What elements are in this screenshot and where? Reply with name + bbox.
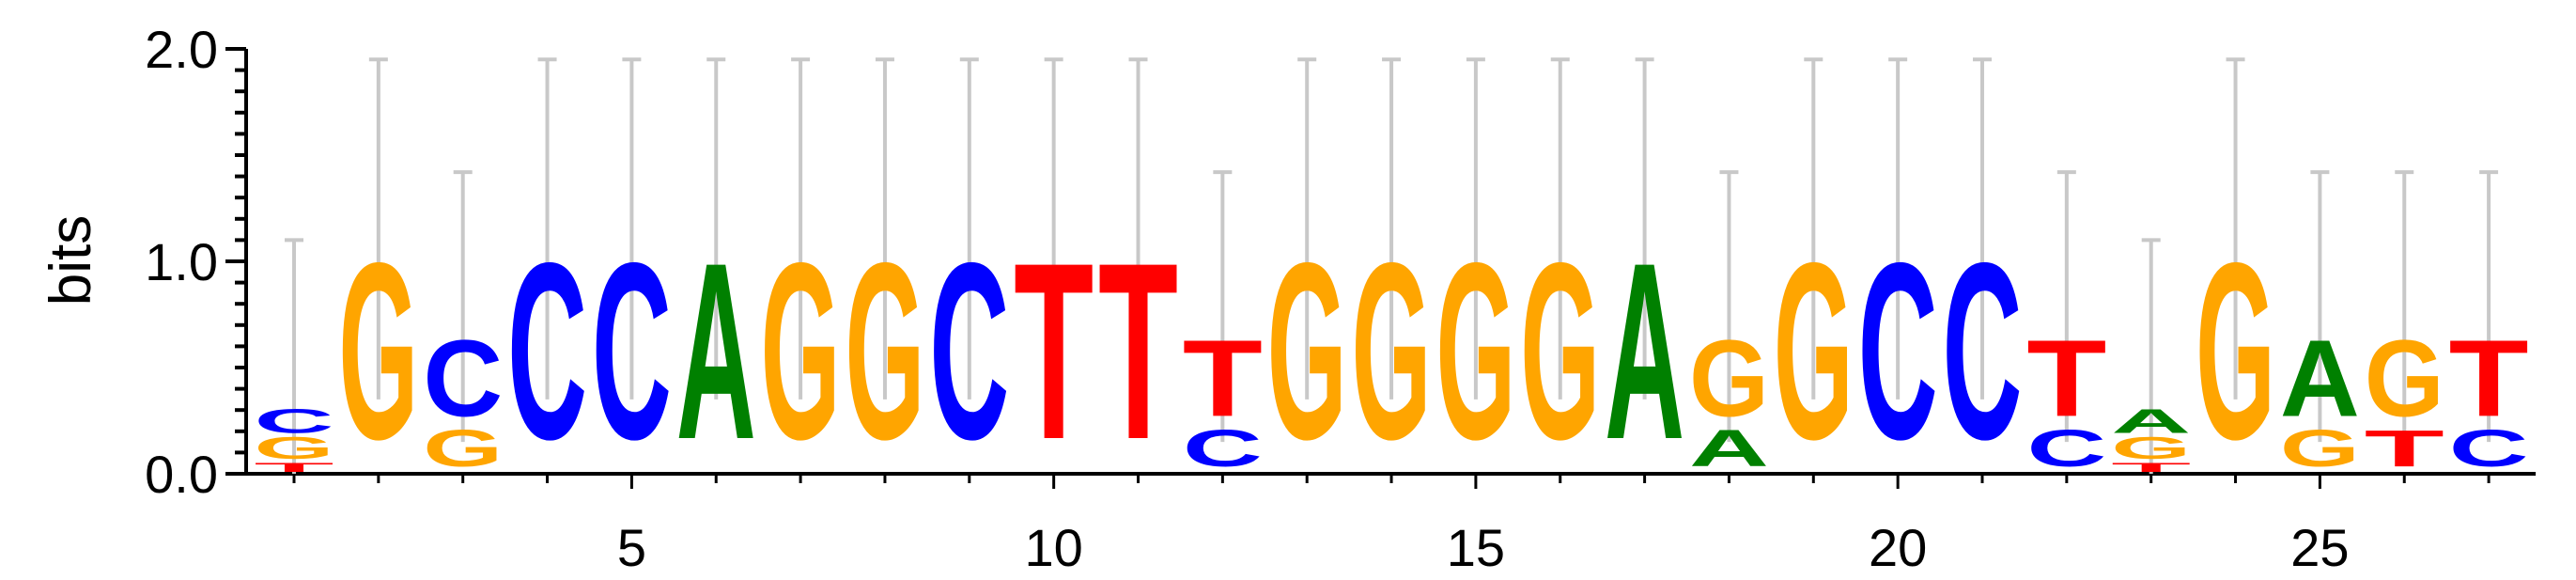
letter-t: T [1183,318,1263,440]
x-tick-label: 15 [1447,518,1505,577]
letter-t: T [2026,318,2106,440]
letter-c: C [929,211,1009,492]
letter-t: T [1098,212,1178,493]
letter-c: C [1858,211,1938,492]
letter-a: A [1605,211,1684,492]
letter-a: A [676,211,756,492]
y-axis: 0.0 1.0 2.0 [145,20,248,504]
letter-g: G [1689,317,1769,439]
letter-c: C [592,211,672,492]
letter-g: G [2365,317,2444,439]
error-bars [285,57,2499,474]
letter-g: G [1774,212,1854,493]
letter-c: C [2449,420,2529,478]
y-tick-label: 2.0 [145,20,218,79]
y-axis-label: bits [39,215,103,306]
letter-g: G [1267,212,1347,493]
letter-t: T [2449,318,2529,440]
x-tick-label: 5 [617,518,646,577]
letter-c: C [1943,211,2023,492]
letter-g: G [255,431,334,465]
letter-g: G [2111,431,2191,465]
letter-t: T [2365,420,2444,478]
x-tick-label: 20 [1869,518,1927,577]
y-tick-label: 1.0 [145,232,218,291]
letter-g: G [1435,212,1515,493]
letter-t: T [2111,461,2191,475]
letter-g: G [1520,212,1600,493]
letter-t: T [255,461,334,475]
letter-c: C [2026,420,2106,478]
letter-t: T [1014,212,1094,493]
letter-c: C [507,211,587,492]
letter-a: A [2111,402,2191,440]
letter-g: G [2280,420,2360,478]
x-tick-label: 10 [1025,518,1083,577]
letter-g: G [761,212,841,493]
letter-g: G [338,212,418,493]
letter-a: A [2280,317,2360,439]
letter-g: G [423,420,503,478]
letter-g: G [845,212,924,493]
x-axis: 5 10 15 20 25 [246,472,2537,577]
letter-a: A [1689,420,1769,478]
letter-c: C [1183,420,1263,478]
x-tick-label: 25 [2290,518,2349,577]
letter-g: G [1352,212,1432,493]
letter-c: C [423,317,503,439]
letter-c: C [255,402,334,440]
y-tick-label: 0.0 [145,445,218,504]
letter-g: G [2196,212,2275,493]
